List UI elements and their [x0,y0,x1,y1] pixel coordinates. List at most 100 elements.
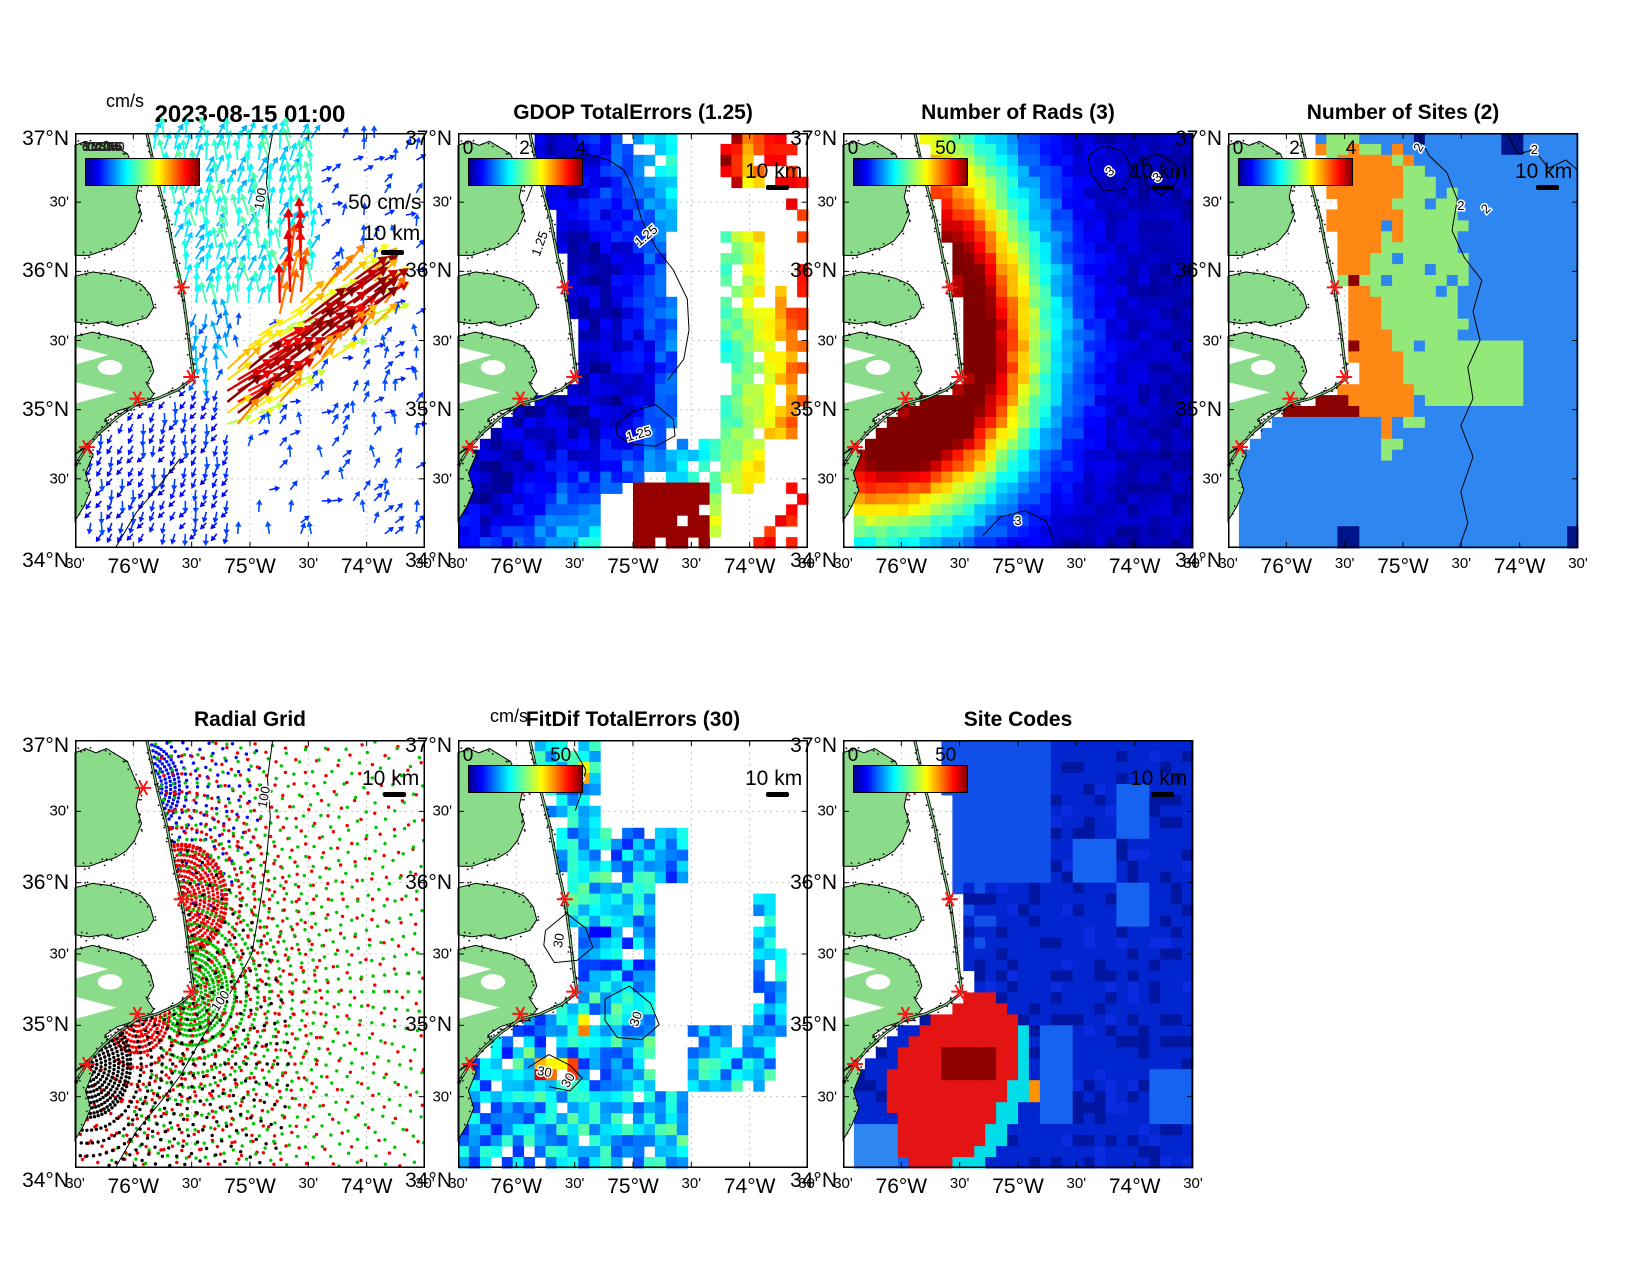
lon-label: 75°W [224,555,276,578]
lat-label: 30' [817,802,837,820]
km-scale-bar-currents [381,250,404,255]
data-field-fitdif [458,740,787,1169]
colorbar-tick: 4 [575,138,587,159]
data-field-gdop [458,133,809,549]
km-scale-label-radial-grid: 10 km [362,767,420,790]
plot-box [458,740,808,1168]
vector-scale-label: 50 cm/s [348,191,422,214]
colorbar-tick: 50 [935,138,957,159]
lat-label: 30' [49,332,69,349]
panel-title-gdop: GDOP TotalErrors (1.25) [513,101,753,124]
lon-label: 30' [681,1175,702,1192]
lat-label: 36°N [22,870,69,894]
colorbar-rads [853,158,968,186]
lon-label: 74°W [1108,555,1161,578]
km-scale-label-currents: 10 km [363,222,421,245]
lat-label: 37°N [22,127,69,150]
units-label-currents: cm/s [106,91,144,111]
lat-label: 37°N [790,734,837,757]
lat-label: 35°N [405,397,452,421]
lat-label: 34°N [1175,549,1222,572]
lon-label: 30' [298,555,319,572]
map-rads: 3 33 [841,132,1194,549]
km-scale-label-gdop: 10 km [745,160,803,183]
plot-box [75,133,425,548]
data-field-sites [1238,133,1579,549]
lon-label: 74°W [1493,555,1546,578]
lon-label: 74°W [1108,1175,1161,1198]
lat-label: 30' [1202,332,1222,349]
lon-label: 30' [1218,555,1238,572]
colorbar-tick: 4 [1345,138,1357,159]
lat-label: 34°N [790,549,837,572]
data-field-rads [853,133,1194,549]
lat-label: 30' [817,332,837,349]
plot-box [1228,133,1578,548]
coastline-land [73,132,196,523]
map-gdop: 1.25 1.251.25 [456,132,809,549]
lon-label: 30' [798,555,818,572]
lat-label: 30' [49,945,69,963]
contour-label: 3 [1014,513,1021,528]
lat-label: 35°N [790,1013,837,1037]
lat-label: 36°N [22,259,69,283]
colorbar-ticks-overlapped-currents: 0 5 10 15 20 25 30 35 40 45 50 [82,139,125,154]
lon-label: 76°W [1260,555,1313,578]
lon-label: 30' [833,555,853,572]
lat-label: 35°N [22,397,69,421]
lon-label: 30' [448,1175,468,1192]
km-scale-bar-rads [1151,185,1174,190]
map-fitdif: 3030303030 [456,739,808,1169]
contour-label: 100 [251,187,270,211]
contour-label: 100 [254,785,273,809]
lat-label: 34°N [405,549,452,572]
lat-label: 30' [432,470,452,488]
lon-label: 30' [181,555,202,572]
lon-label: 30' [65,555,85,572]
km-scale-bar-fitdif [766,792,789,797]
colorbar-tick: 50 [935,745,957,766]
lat-label: 34°N [22,1169,69,1192]
panel-title-site-codes: Site Codes [963,708,1073,731]
lon-label: 75°W [607,1175,659,1198]
lat-label: 36°N [790,870,837,894]
lon-label: 30' [949,1175,970,1192]
colorbar-tick: 2 [1289,138,1300,159]
map-currents: 100 [73,116,428,549]
lat-label: 30' [432,332,452,349]
colorbar-tick: 2 [519,138,530,159]
lon-label: 30' [564,1175,585,1192]
panel-title-radial-grid: Radial Grid [193,708,307,731]
lon-label: 76°W [875,1175,928,1198]
lon-label: 76°W [490,555,543,578]
colorbar-sites [1238,158,1353,186]
lon-label: 75°W [607,555,659,578]
radar-site-markers [78,780,200,1072]
lat-label: 36°N [1175,259,1222,283]
lon-label: 74°W [340,555,393,578]
lon-label: 30' [1066,1175,1087,1192]
lon-label: 30' [1183,555,1203,572]
lat-label: 37°N [790,127,837,150]
lat-label: 36°N [790,259,837,283]
colorbar-site-codes [853,765,968,793]
km-scale-bar-radial-grid [383,792,406,797]
colorbar-tick: 50 [550,745,572,766]
lat-label: 34°N [22,549,69,572]
lon-label: 74°W [723,1175,776,1198]
colorbar-tick: 0 [847,745,859,766]
contour-label: 30 [550,932,567,949]
lon-label: 75°W [992,1175,1044,1198]
panel-title-sites: Number of Sites (2) [1306,101,1500,124]
colorbar-currents [85,158,200,186]
lat-label: 30' [817,1088,837,1106]
lat-label: 30' [1202,193,1222,211]
contour-label: 2 [1531,142,1538,157]
lat-label: 36°N [405,259,452,283]
lon-label: 30' [564,555,585,572]
km-scale-label-site-codes: 10 km [1130,767,1188,790]
lon-label: 75°W [1377,555,1429,578]
lon-label: 30' [181,1175,202,1192]
